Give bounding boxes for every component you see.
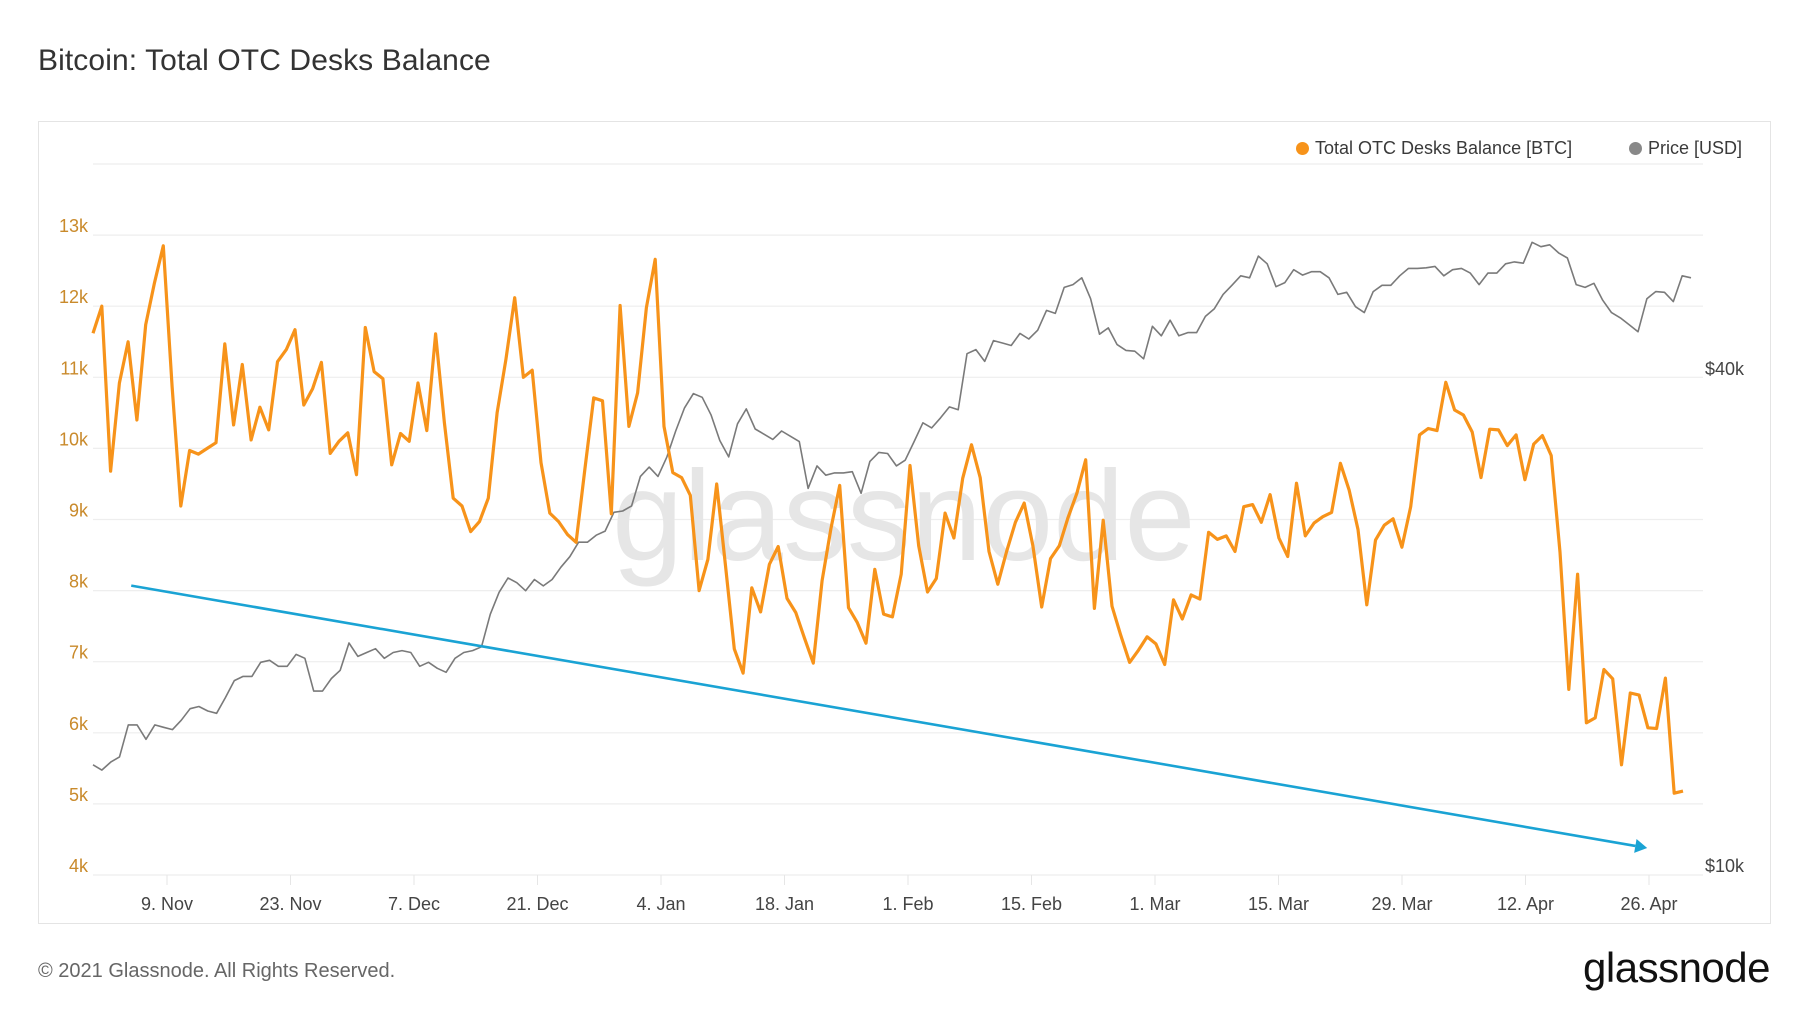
legend-label-price: Price [USD] — [1648, 137, 1743, 158]
x-axis-tick-label: 9. Nov — [141, 894, 193, 914]
x-axis-tick-label: 4. Jan — [636, 894, 685, 914]
balance-series-line — [91, 244, 1684, 795]
right-y-axis: $10k $40k — [1705, 359, 1745, 876]
left-axis-tick-label: 12k — [59, 287, 89, 307]
x-axis-tick-label: 26. Apr — [1620, 894, 1677, 914]
trend-arrow-head-icon — [1634, 839, 1648, 853]
left-axis-tick-label: 9k — [69, 501, 89, 521]
legend-label-balance: Total OTC Desks Balance [BTC] — [1315, 137, 1573, 158]
x-axis-tick-label: 15. Feb — [1001, 894, 1062, 914]
x-axis-tick-label: 29. Mar — [1371, 894, 1432, 914]
left-axis-tick-label: 10k — [59, 429, 89, 449]
x-axis-tick-label: 23. Nov — [259, 894, 321, 914]
left-axis-tick-label: 13k — [59, 216, 89, 236]
glassnode-logo: glassnode — [1583, 944, 1770, 991]
x-axis-tick-label: 12. Apr — [1497, 894, 1554, 914]
left-axis-tick-label: 6k — [69, 714, 89, 734]
price-series-line — [92, 241, 1692, 771]
x-axis-tick-label: 1. Mar — [1129, 894, 1180, 914]
x-axis-tick-label: 18. Jan — [755, 894, 814, 914]
right-axis-tick-label: $40k — [1705, 359, 1745, 379]
x-axis-tick-label: 7. Dec — [388, 894, 440, 914]
x-axis-tick-label: 1. Feb — [882, 894, 933, 914]
legend-item-balance[interactable]: Total OTC Desks Balance [BTC] — [1296, 137, 1572, 159]
copyright-footer: © 2021 Glassnode. All Rights Reserved. — [38, 960, 396, 982]
trend-arrow-shaft — [131, 584, 1636, 848]
price-legend-dot-icon — [1629, 141, 1642, 155]
left-axis-tick-label: 11k — [60, 358, 89, 378]
legend-item-price[interactable]: Price [USD] — [1629, 137, 1742, 159]
trend-arrow — [131, 584, 1648, 853]
x-axis-tick-label: 21. Dec — [506, 894, 568, 914]
chart-title: Bitcoin: Total OTC Desks Balance — [38, 44, 491, 77]
left-axis-tick-label: 4k — [69, 856, 89, 876]
left-axis-tick-label: 7k — [69, 643, 89, 663]
gridlines — [93, 163, 1703, 876]
balance-legend-dot-icon — [1296, 141, 1309, 155]
x-axis-tick-label: 15. Mar — [1248, 894, 1309, 914]
chart-frame — [38, 121, 1771, 924]
right-axis-tick-label: $10k — [1705, 856, 1745, 876]
left-axis-tick-label: 5k — [69, 785, 89, 805]
left-axis-tick-label: 8k — [69, 572, 89, 592]
left-y-axis: 4k 5k 6k 7k 8k 9k 10k 11k 12k 13k — [59, 216, 89, 876]
x-axis: 9. Nov 23. Nov 7. Dec 21. Dec 4. Jan 18. Jan 1… — [141, 875, 1678, 914]
